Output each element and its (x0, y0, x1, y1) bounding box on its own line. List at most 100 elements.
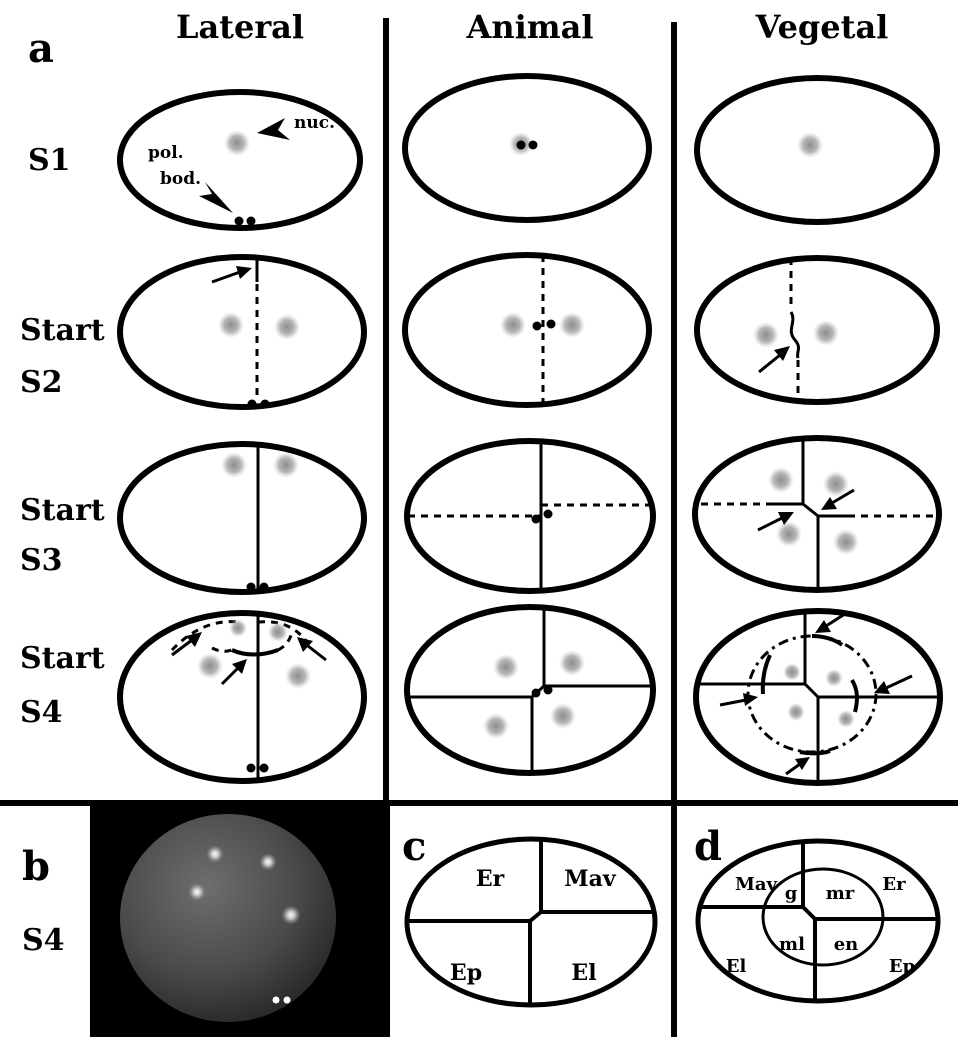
header-animal: Animal (466, 8, 594, 46)
polar-body (260, 399, 270, 409)
nucleus-mark (197, 653, 223, 679)
region-er: Er (476, 866, 505, 892)
vegetal-s4-egg (693, 608, 943, 786)
row-label-s4-line2: S4 (20, 695, 63, 730)
nucleus-mark (273, 452, 299, 478)
vegetal-s2-egg (694, 255, 940, 405)
animal-s2-egg (402, 252, 652, 408)
animal-s1-egg (402, 73, 652, 223)
region-el: El (571, 960, 596, 986)
nucleus-mark (229, 619, 247, 637)
arrow-furrow-icon (785, 757, 810, 776)
region-er: Er (882, 874, 906, 895)
region-ep: Ep (450, 960, 482, 986)
nucleus-mark (483, 713, 509, 739)
row-label-b-stage: S4 (22, 923, 65, 958)
panel-letter-a: a (28, 25, 54, 72)
fluorescent-nucleus (259, 853, 277, 871)
animal-s4-egg (404, 604, 656, 776)
arrow-furrow-icon (297, 637, 327, 662)
row-label-s3-line1: Start (20, 493, 105, 528)
nucleus-mark (753, 322, 779, 348)
fluorescent-polar-body (272, 996, 280, 1004)
header-vegetal: Vegetal (755, 8, 889, 46)
polar-body (528, 140, 538, 150)
polar-body (543, 685, 553, 695)
row-label-s3-line2: S3 (20, 543, 63, 578)
polar-body (246, 216, 256, 226)
nucleus-mark (768, 467, 794, 493)
polar-body (259, 763, 269, 773)
row-label-s2-line2: S2 (20, 365, 63, 400)
region-el: El (726, 956, 747, 977)
fluorescent-nucleus (281, 905, 301, 925)
panel-letter-d: d (694, 823, 722, 870)
polar-body (234, 216, 244, 226)
panel-b-photo (90, 806, 390, 1037)
annotation-nuc: nuc. (294, 113, 335, 133)
arrow-furrow-icon (211, 266, 252, 284)
nucleus-mark (221, 452, 247, 478)
arrow-furrow-icon (874, 674, 913, 694)
fluorescent-polar-body (283, 996, 291, 1004)
polar-body (246, 763, 256, 773)
nucleus-mark (825, 669, 843, 687)
nucleus-mark (274, 314, 300, 340)
polar-body (531, 514, 541, 524)
nucleus-mark (787, 703, 805, 721)
arrow-furrow-icon (821, 488, 855, 510)
nucleus-mark (224, 130, 250, 156)
region-mav: Mav (735, 874, 778, 895)
lateral-s4-egg (117, 610, 367, 784)
region-ml: ml (779, 934, 805, 955)
region-g: g (785, 883, 798, 904)
panel-d-diagram: Mav Er El Ep g mr ml en (695, 838, 941, 1004)
nucleus-mark (837, 710, 855, 728)
animal-s3-egg (404, 438, 656, 594)
vegetal-s3-egg (692, 435, 942, 593)
polar-body (532, 321, 542, 331)
arrow-furrow-icon (815, 610, 849, 633)
nucleus-mark (797, 132, 823, 158)
nucleus-mark (823, 471, 849, 497)
nucleus-mark (559, 650, 585, 676)
region-mr: mr (826, 883, 855, 904)
polar-body (247, 399, 257, 409)
polar-body (259, 582, 269, 592)
nucleus-mark (550, 703, 576, 729)
nucleus-mark (559, 312, 585, 338)
region-ep: Ep (889, 956, 915, 977)
arrow-nucleus-icon (257, 118, 290, 140)
nucleus-mark (500, 312, 526, 338)
arrow-furrow-icon (757, 512, 794, 532)
fluorescent-nucleus (206, 845, 224, 863)
nucleus-mark (813, 320, 839, 346)
region-mav: Mav (564, 866, 617, 892)
nucleus-mark (783, 663, 801, 681)
arrow-furrow-icon (719, 693, 758, 707)
polar-body (546, 319, 556, 329)
vegetal-s1-egg (694, 75, 940, 225)
row-label-s4-line1: Start (20, 641, 105, 676)
header-lateral: Lateral (176, 8, 304, 46)
arrow-polar-bodies-icon (199, 182, 233, 213)
annotation-bod: bod. (160, 169, 201, 189)
arrow-furrow-icon (171, 632, 202, 657)
polar-body (531, 688, 541, 698)
lateral-s2-egg (117, 254, 367, 410)
polar-body (516, 140, 526, 150)
lateral-s3-egg (117, 441, 367, 595)
annotation-pol: pol. (148, 143, 184, 163)
row-label-s2-line1: Start (20, 313, 105, 348)
nucleus-mark (776, 521, 802, 547)
nucleus-mark (285, 663, 311, 689)
nucleus-mark (833, 529, 859, 555)
region-en: en (834, 934, 859, 955)
nucleus-mark (268, 622, 288, 642)
panel-letter-c: c (402, 823, 426, 870)
polar-body (543, 509, 553, 519)
panel-letter-b: b (22, 843, 50, 890)
panel-c-diagram: Er Mav Ep El (404, 836, 658, 1008)
arrow-furrow-icon (758, 346, 790, 374)
